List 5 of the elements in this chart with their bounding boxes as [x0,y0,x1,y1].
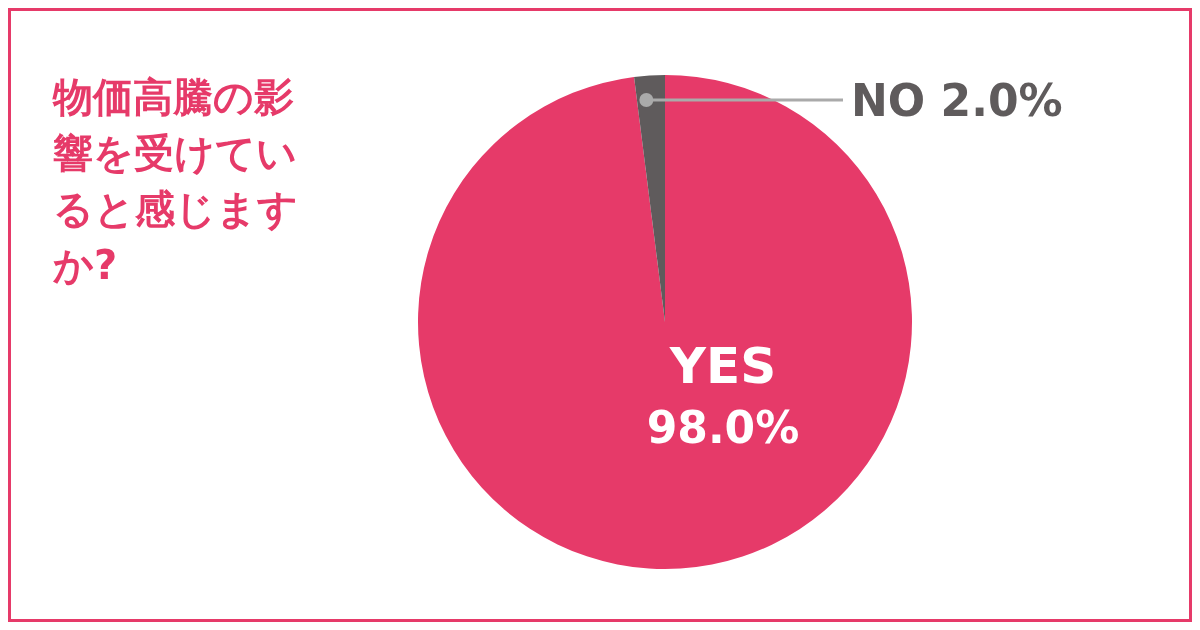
slice-label: YES [668,337,777,395]
data-label: 98.0% [646,402,800,453]
data-label: 2.0% [940,75,1063,127]
text: 物価高騰の影響を受けていると感じますか? [53,73,299,290]
slice-label: NO [851,75,926,127]
